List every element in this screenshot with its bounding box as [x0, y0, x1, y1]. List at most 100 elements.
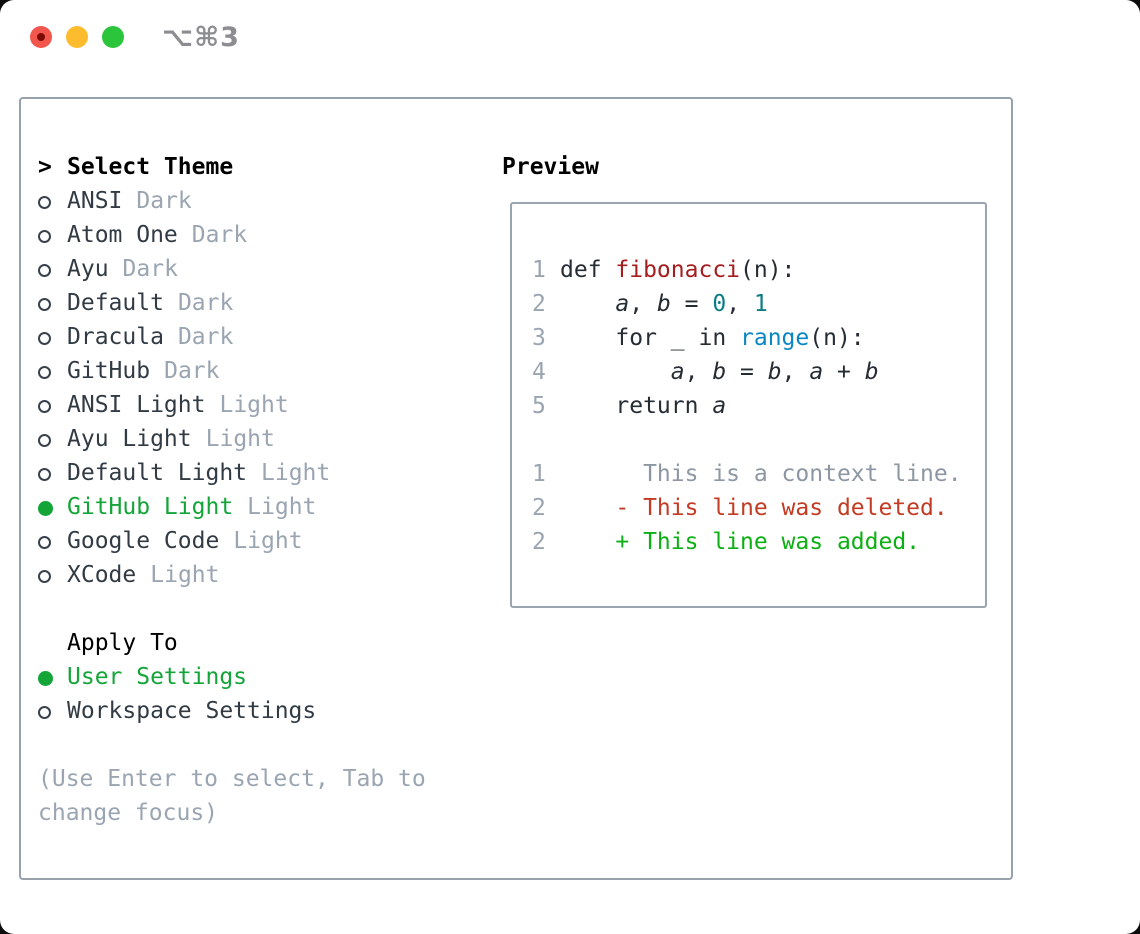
code-line: 2 a, b = 0, 1 [532, 287, 985, 321]
theme-variant-tag: Light [150, 562, 220, 588]
apply-option[interactable]: Workspace Settings [38, 694, 426, 728]
code-segment: fibonacci [615, 257, 741, 283]
theme-option[interactable]: Google Code Light [38, 524, 426, 558]
code-segment [560, 359, 671, 385]
preview-title: Preview [502, 154, 599, 180]
theme-variant-tag: Light [247, 494, 317, 520]
theme-option[interactable]: Default Light Light [38, 456, 426, 490]
theme-option[interactable]: Ayu Dark [38, 252, 426, 286]
line-number: 3 [532, 325, 546, 351]
code-segment: b [767, 359, 782, 385]
theme-name: Dracula [67, 324, 164, 350]
code-segment [560, 529, 615, 555]
apply-to-list: User Settings Workspace Settings [38, 660, 426, 728]
code-segment: b [712, 359, 727, 385]
code-segment: , [781, 359, 810, 385]
theme-option[interactable]: Dracula Dark [38, 320, 426, 354]
radio-cell [38, 694, 67, 728]
theme-list-column: > Select Theme ANSI Dark Atom One Dark Ayu Dar… [38, 150, 426, 830]
line-number: 2 [532, 291, 546, 317]
theme-variant-tag: Light [261, 460, 331, 486]
radio-icon [38, 264, 51, 277]
theme-name: Ayu Light [67, 426, 192, 452]
theme-name: Default Light [67, 460, 248, 486]
theme-option[interactable]: Atom One Dark [38, 218, 426, 252]
theme-variant-tag: Light [219, 392, 289, 418]
prompt-caret-icon: > [38, 154, 52, 180]
code-line: 1 def fibonacci(n): [532, 253, 985, 287]
apply-option[interactable]: User Settings [38, 660, 426, 694]
diff-snippet: 1 This is a context line. 2 - This line w… [532, 457, 985, 559]
code-segment: , [684, 359, 713, 385]
theme-name: GitHub Light [67, 494, 234, 520]
radio-cell [38, 184, 67, 218]
radio-icon [38, 366, 51, 379]
radio-icon [38, 434, 51, 447]
theme-option[interactable]: Ayu Light Light [38, 422, 426, 456]
theme-name: Google Code [67, 528, 220, 554]
radio-cell [38, 252, 67, 286]
code-segment: 1 [753, 291, 768, 317]
spacer [532, 423, 985, 457]
theme-name: Default [67, 290, 164, 316]
radio-icon [38, 706, 51, 719]
theme-option[interactable]: ANSI Light Light [38, 388, 426, 422]
radio-cell [38, 286, 67, 320]
line-number: 1 [532, 257, 546, 283]
theme-option[interactable]: XCode Light [38, 558, 426, 592]
radio-selected-icon [38, 501, 53, 516]
theme-name: ANSI Light [67, 392, 206, 418]
code-segment: b [656, 291, 671, 317]
theme-variant-tag: Light [233, 528, 303, 554]
radio-cell [38, 354, 67, 388]
theme-variant-tag: Dark [136, 188, 192, 214]
code-segment: + This line was added. [615, 529, 921, 555]
code-segment: a [809, 359, 824, 385]
select-theme-header: > Select Theme [38, 150, 426, 184]
code-segment: , [629, 291, 657, 317]
radio-icon [38, 332, 51, 345]
radio-cell [38, 388, 67, 422]
theme-variant-tag: Dark [191, 222, 248, 248]
line-number: 1 [532, 461, 546, 487]
code-segment: a [615, 291, 630, 317]
keyboard-hint-line-2: change focus) [38, 800, 219, 826]
code-segment: def [560, 257, 616, 283]
theme-option[interactable]: GitHub Light Light [38, 490, 426, 524]
radio-icon [38, 468, 51, 481]
code-segment: return [560, 393, 713, 419]
radio-icon [38, 196, 51, 209]
theme-option[interactable]: GitHub Dark [38, 354, 426, 388]
theme-variant-tag: Light [205, 426, 275, 452]
radio-cell [38, 524, 67, 558]
keyboard-hint-line-1: (Use Enter to select, Tab to [38, 766, 426, 792]
diff-line: 2 + This line was added. [532, 525, 985, 559]
code-segment: (n): [809, 325, 865, 351]
line-number: 4 [532, 359, 546, 385]
radio-cell [38, 558, 67, 592]
select-theme-title: Select Theme [67, 154, 234, 180]
zoom-button[interactable] [102, 26, 124, 48]
close-dot-icon [37, 33, 45, 41]
theme-name: Ayu [67, 256, 109, 282]
code-segment [560, 291, 615, 317]
code-segment: = [670, 291, 713, 317]
radio-cell [38, 218, 67, 252]
radio-icon [38, 298, 51, 311]
theme-option[interactable]: ANSI Dark [38, 184, 426, 218]
radio-cell [38, 660, 67, 694]
code-segment: = [726, 359, 768, 385]
radio-cell [38, 490, 67, 524]
spacer [38, 592, 426, 626]
code-segment: for _ in [560, 325, 741, 351]
theme-variant-tag: Dark [177, 324, 234, 350]
minimize-button[interactable] [66, 26, 88, 48]
close-button[interactable] [30, 26, 52, 48]
radio-cell [38, 422, 67, 456]
line-number: 5 [532, 393, 546, 419]
apply-to-header: Apply To [38, 626, 426, 660]
theme-option[interactable]: Default Dark [38, 286, 426, 320]
code-segment: This is a context line. [560, 461, 962, 487]
theme-name: GitHub [67, 358, 151, 384]
